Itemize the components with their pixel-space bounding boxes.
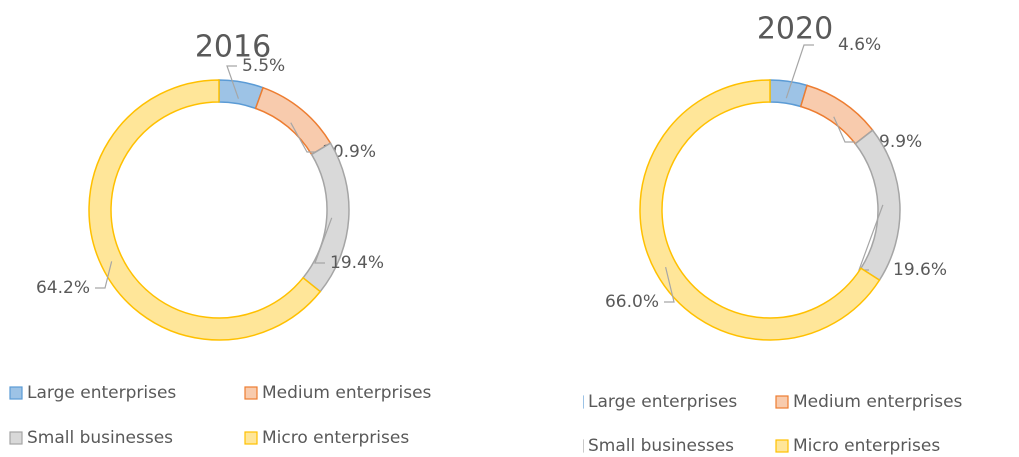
data-label: 19.4%	[330, 253, 384, 273]
donut-slice	[854, 129, 901, 282]
legend-label: Medium enterprises	[793, 392, 963, 412]
leader-line	[95, 261, 113, 289]
legend-swatch	[9, 431, 23, 445]
legend-label: Micro enterprises	[793, 436, 940, 456]
donut-slice	[639, 79, 881, 341]
legend-label: Large enterprises	[588, 392, 737, 412]
legend-swatch	[244, 386, 258, 400]
donut-slice	[88, 79, 322, 341]
leader-line	[664, 266, 675, 303]
donut-slice	[254, 86, 332, 156]
legend-swatch	[9, 386, 23, 400]
data-label: 9.9%	[879, 132, 922, 152]
chart-title: 2020	[757, 12, 833, 47]
legend-swatch	[244, 431, 258, 445]
data-label: 64.2%	[36, 278, 90, 298]
chart-title: 2016	[195, 30, 271, 65]
donut-slice	[799, 84, 874, 145]
leader-line	[314, 217, 333, 264]
data-label: 66.0%	[605, 292, 659, 312]
legend-label: Micro enterprises	[262, 428, 409, 448]
leader-line	[290, 122, 317, 153]
data-label: 19.6%	[893, 260, 947, 280]
leader-line	[226, 65, 239, 99]
chart: 2016 5.5%10.9%19.4%64.2%Large enterprise…	[9, 30, 432, 448]
leader-line	[785, 44, 814, 99]
chart: 2020 4.6% 9.9% 19.6% 66.0% Large enterprises…	[583, 12, 963, 456]
legend-label: Small businesses	[27, 428, 173, 448]
leader-line	[833, 116, 855, 143]
legend-label: Medium enterprises	[262, 383, 432, 403]
data-label: 5.5%	[242, 56, 285, 76]
data-label: 4.6%	[838, 35, 881, 55]
legend-label: Large enterprises	[27, 383, 176, 403]
legend-swatch	[775, 395, 789, 409]
legend-label: Small businesses	[588, 436, 734, 456]
legend-swatch	[775, 439, 789, 453]
